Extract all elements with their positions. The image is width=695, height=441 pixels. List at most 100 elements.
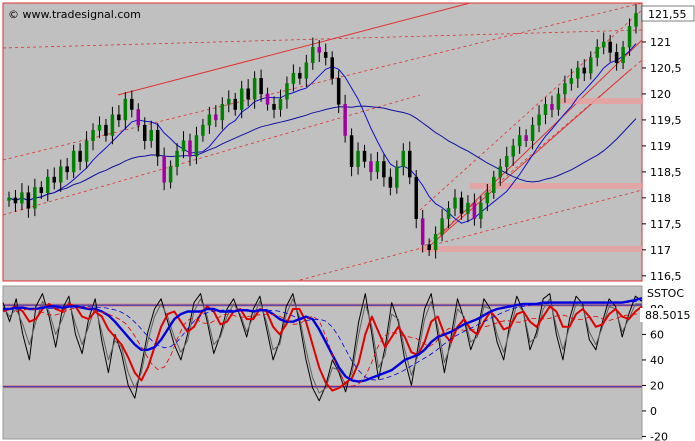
candle-body [414, 176, 418, 219]
candle-body [498, 166, 503, 178]
candle-body [298, 72, 302, 79]
candle-body [291, 72, 296, 84]
candle-body [336, 78, 341, 105]
candle-body [233, 98, 237, 110]
candle-body [427, 244, 431, 251]
candle-body [440, 218, 444, 235]
indicator-tick-label: 20 [650, 379, 664, 392]
support-band [420, 246, 642, 252]
price-tick-label: 118 [650, 192, 671, 205]
moving-average-short [8, 43, 637, 224]
candle-body [278, 98, 283, 110]
indicator-lines [2, 293, 643, 402]
indicator-tick-label: 0 [650, 405, 657, 418]
candle-body [104, 124, 108, 136]
candle-body [323, 52, 328, 58]
candle-body [472, 202, 477, 219]
candle-body [492, 176, 496, 193]
candle-body [375, 161, 380, 173]
candle-body [265, 93, 270, 105]
price-axis: 121 120,5 120 119,5 119 118,5 118 117,5 117 116,5 [642, 36, 682, 283]
candle-body [52, 176, 56, 183]
candle-body [175, 150, 179, 167]
last-price-label: 121,55 [648, 8, 687, 21]
indicator-last-box [640, 308, 694, 322]
candle-body [466, 202, 470, 214]
candle-body [181, 140, 186, 152]
price-tick-label: 120 [650, 88, 671, 101]
candle-body [311, 46, 315, 64]
candle-body [395, 166, 399, 188]
candle-body [214, 114, 218, 121]
candle-body [39, 187, 44, 193]
candle-body [433, 233, 438, 251]
candle-body [46, 176, 50, 193]
indicator-series-line [2, 298, 642, 394]
indicator-tick-label: -20 [650, 430, 668, 441]
candle-body [349, 135, 354, 167]
indicator-name: SSTOC [647, 287, 684, 300]
moving-average-long [8, 105, 637, 202]
support-band [560, 98, 642, 104]
watermark: © www.tradesignal.com [8, 8, 141, 21]
indicator-tick-label: 40 [650, 354, 664, 367]
trendline-dashed [2, 29, 643, 49]
candle-body [78, 150, 82, 162]
candle-body [356, 150, 360, 167]
candle-body [582, 67, 587, 74]
candle-body [259, 78, 263, 95]
indicator-last-value: 88.5015 [645, 309, 691, 322]
candle-body [272, 104, 276, 110]
candle-body [595, 46, 599, 58]
candle-body [601, 41, 606, 48]
candle-body [239, 88, 244, 110]
candle-body [401, 150, 406, 167]
candle-body [123, 98, 128, 121]
candle-body [621, 46, 625, 64]
candle-body [556, 93, 561, 110]
candle-body [608, 41, 612, 53]
candle-body [65, 166, 69, 173]
indicator-tick-label: 60 [650, 328, 664, 341]
candle-body [136, 109, 141, 126]
candle-body [227, 98, 231, 105]
price-tick-label: 116,5 [650, 270, 682, 283]
candle-body [388, 176, 393, 188]
candle-body [168, 166, 173, 183]
candle-body [142, 124, 147, 141]
candle-body [446, 208, 451, 219]
candle-body [285, 83, 289, 100]
candle-body [84, 140, 89, 162]
candle-body [563, 83, 567, 95]
candle-body [130, 98, 134, 110]
candle-body [576, 67, 580, 79]
candle-body [537, 114, 541, 126]
price-overlays [2, 2, 643, 281]
indicator-grid [3, 303, 642, 389]
candle-body [420, 218, 425, 245]
indicator-series-line [2, 302, 643, 392]
candle-body [33, 187, 37, 209]
candle-body [511, 145, 515, 157]
candle-body [97, 124, 102, 131]
candle-body [220, 104, 225, 121]
candle-body [479, 202, 483, 219]
price-tick-label: 119,5 [650, 114, 682, 127]
candle-body [117, 114, 121, 121]
candle-body [382, 161, 386, 178]
candle-body [614, 52, 619, 64]
last-price-box [641, 5, 695, 22]
price-candles [7, 3, 638, 259]
candle-body [58, 166, 63, 183]
support-band [470, 183, 642, 189]
candle-body [453, 197, 457, 209]
candle-body [330, 57, 334, 79]
price-panel-background [2, 2, 643, 282]
indicator-panel-background [2, 285, 643, 440]
candle-body [188, 140, 192, 157]
candle-body [13, 197, 18, 204]
candle-body [530, 124, 535, 141]
trendline-solid [117, 2, 471, 96]
candle-body [550, 104, 554, 110]
